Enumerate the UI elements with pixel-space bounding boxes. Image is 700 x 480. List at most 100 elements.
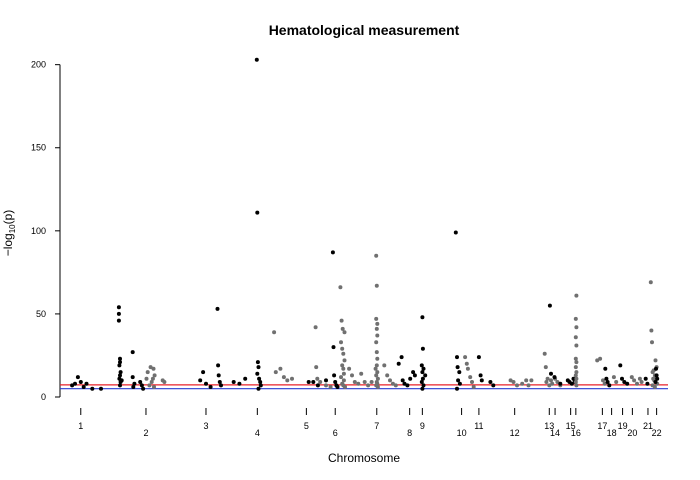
data-point (132, 381, 137, 386)
data-point (369, 380, 374, 384)
data-point (457, 370, 462, 375)
data-point (547, 303, 552, 308)
data-point (116, 305, 121, 310)
data-point (542, 351, 547, 356)
data-point (455, 365, 460, 370)
data-point (84, 381, 89, 386)
data-point (549, 371, 553, 376)
data-point (654, 373, 659, 378)
data-point (118, 360, 122, 365)
data-point (543, 365, 548, 370)
data-point (607, 383, 612, 388)
y-axis-label-suffix: (p) (1, 210, 15, 225)
chromosome-tick-label: 11 (474, 421, 483, 431)
data-point (515, 383, 519, 388)
data-point (138, 380, 143, 384)
data-point (318, 380, 323, 384)
data-point (352, 380, 357, 384)
data-point (629, 375, 634, 380)
chromosome-tick-label: 18 (607, 428, 617, 438)
data-point (488, 380, 493, 384)
data-point (204, 381, 208, 386)
data-point (408, 376, 413, 381)
chromosome-tick-label: 12 (510, 428, 520, 438)
data-point (281, 375, 286, 380)
data-point (456, 378, 461, 383)
chromosome-tick-label: 3 (203, 421, 208, 431)
data-point (574, 370, 579, 375)
y-axis-label: −log10(p) (1, 210, 17, 257)
data-point (311, 380, 316, 384)
data-point (652, 385, 657, 389)
data-point (421, 366, 426, 371)
data-point (256, 386, 261, 391)
data-point (574, 376, 579, 381)
data-point (400, 378, 405, 383)
data-point (471, 385, 476, 389)
y-tick-label: 100 (31, 226, 46, 236)
data-point (118, 356, 122, 361)
data-point (118, 373, 122, 378)
data-point (362, 380, 367, 384)
data-point (573, 373, 578, 378)
data-point (650, 370, 655, 375)
data-point (511, 380, 516, 384)
data-point (552, 375, 557, 380)
data-point (393, 383, 398, 388)
data-point (340, 363, 345, 368)
data-point (219, 383, 223, 388)
data-point (420, 370, 425, 375)
data-point (550, 381, 555, 386)
data-point (328, 385, 333, 389)
data-point (148, 365, 153, 370)
data-point (90, 386, 95, 391)
data-point (455, 355, 459, 360)
data-point (598, 356, 603, 361)
data-point (574, 325, 579, 330)
data-point (131, 385, 136, 389)
data-point (637, 376, 642, 381)
data-point (374, 373, 379, 378)
data-point (272, 330, 277, 335)
data-point (411, 370, 416, 375)
data-point (273, 370, 278, 375)
data-point (463, 355, 468, 360)
data-point (390, 381, 395, 386)
data-point (455, 386, 459, 391)
data-point (338, 285, 343, 290)
data-point (653, 380, 658, 384)
data-point (73, 381, 77, 386)
data-point (420, 386, 425, 391)
data-point (574, 360, 579, 365)
data-point (216, 363, 221, 368)
chromosome-tick-label: 22 (652, 428, 662, 438)
y-axis-label-prefix: −log (1, 233, 15, 256)
data-point (625, 381, 630, 386)
data-point (544, 380, 549, 384)
data-point (75, 375, 80, 380)
data-point (116, 311, 121, 316)
threshold-lines (60, 384, 668, 390)
data-point (573, 335, 578, 340)
data-point (198, 378, 203, 383)
data-point (149, 380, 154, 384)
chromosome-tick-label: 9 (420, 421, 425, 431)
data-point (332, 373, 337, 378)
data-point (341, 366, 346, 371)
data-point (255, 360, 260, 365)
data-point (558, 381, 563, 386)
y-tick-label: 50 (36, 309, 46, 319)
data-point (215, 306, 220, 311)
data-point (118, 383, 122, 388)
data-point (605, 380, 610, 384)
data-point (340, 326, 345, 331)
data-point (555, 380, 560, 384)
data-point (402, 381, 407, 386)
data-point (313, 325, 318, 330)
data-point (478, 373, 483, 378)
data-point (375, 356, 380, 361)
data-point (573, 365, 578, 370)
chromosome-tick-label: 1 (78, 421, 83, 431)
data-point (620, 376, 624, 381)
data-point (421, 383, 426, 388)
